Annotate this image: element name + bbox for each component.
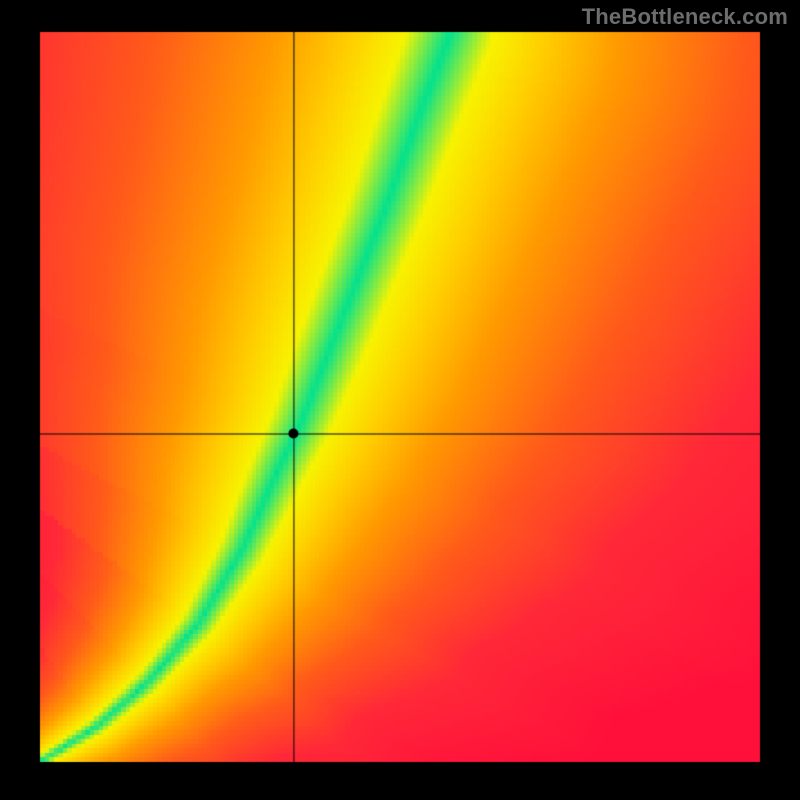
watermark: TheBottleneck.com [582, 4, 788, 30]
chart-container: TheBottleneck.com [0, 0, 800, 800]
heatmap-canvas [0, 0, 800, 800]
